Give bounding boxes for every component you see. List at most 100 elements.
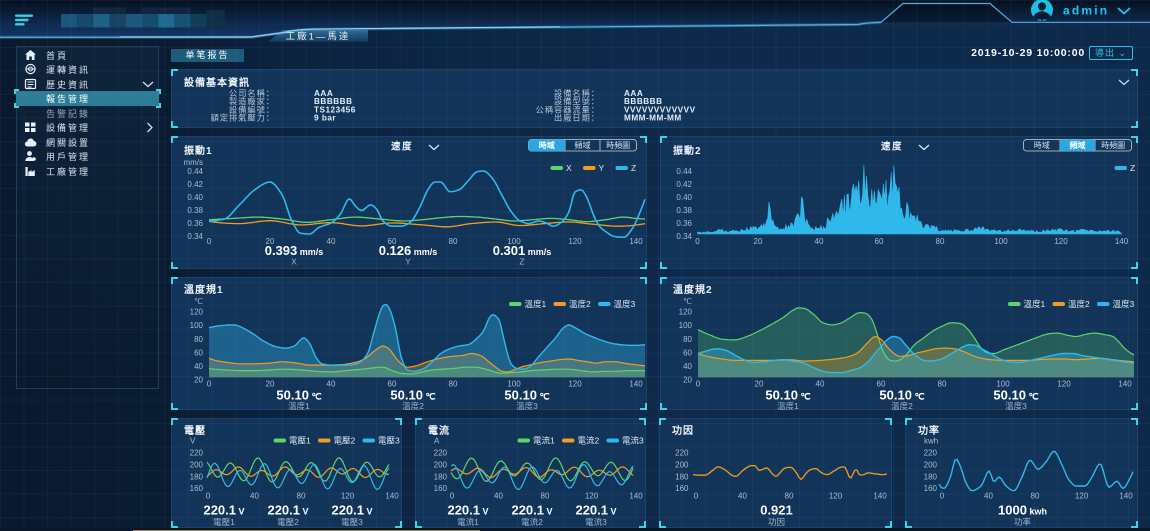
svg-text:0: 0 xyxy=(450,491,455,500)
svg-text:100: 100 xyxy=(507,237,521,246)
svg-text:80: 80 xyxy=(935,237,944,246)
svg-text:0: 0 xyxy=(695,379,700,388)
svg-text:80: 80 xyxy=(449,237,458,246)
svg-text:製造廠家：: 製造廠家： xyxy=(229,96,275,106)
svg-text:0.34: 0.34 xyxy=(676,232,692,241)
svg-text:120: 120 xyxy=(1054,237,1068,246)
svg-text:180: 180 xyxy=(923,472,937,481)
svg-text:0.44: 0.44 xyxy=(187,167,203,176)
svg-text:VVVVVVVVVVVV: VVVVVVVVVVVV xyxy=(624,105,696,114)
svg-text:出廠日期：: 出廠日期： xyxy=(554,113,600,123)
svg-text:140: 140 xyxy=(629,379,643,388)
svg-text:40: 40 xyxy=(984,491,993,500)
svg-text:40: 40 xyxy=(814,237,823,246)
svg-text:140: 140 xyxy=(1119,491,1133,500)
svg-text:100: 100 xyxy=(190,321,204,330)
svg-text:BBBBBB: BBBBBB xyxy=(314,97,352,106)
svg-text:溫度1: 溫度1 xyxy=(777,401,799,411)
svg-text:額定排氣壓力：: 額定排氣壓力： xyxy=(211,113,275,123)
svg-text:X: X xyxy=(566,163,572,173)
svg-text:設備型號：: 設備型號： xyxy=(554,96,600,106)
svg-text:溫度2: 溫度2 xyxy=(891,401,913,411)
svg-text:溫度2: 溫度2 xyxy=(402,401,424,411)
svg-text:80: 80 xyxy=(683,334,692,343)
svg-text:200: 200 xyxy=(434,460,448,469)
svg-text:電流: 電流 xyxy=(428,424,450,437)
svg-text:電流1: 電流1 xyxy=(457,517,479,527)
svg-text:電壓3: 電壓3 xyxy=(341,517,363,527)
svg-text:140: 140 xyxy=(1118,379,1132,388)
svg-text:100: 100 xyxy=(994,237,1008,246)
svg-text:mm/s: mm/s xyxy=(183,158,203,167)
svg-text:溫度3: 溫度3 xyxy=(614,298,636,308)
svg-text:溫度1: 溫度1 xyxy=(288,401,310,411)
svg-text:0: 0 xyxy=(206,491,211,500)
svg-text:60: 60 xyxy=(874,237,883,246)
svg-text:0: 0 xyxy=(207,379,212,388)
svg-text:60: 60 xyxy=(388,379,397,388)
svg-text:溫度1: 溫度1 xyxy=(1023,298,1045,308)
svg-text:120: 120 xyxy=(568,379,582,388)
svg-text:振動1: 振動1 xyxy=(184,144,213,157)
svg-text:80: 80 xyxy=(937,379,946,388)
svg-text:40: 40 xyxy=(738,491,747,500)
svg-text:溫度規2: 溫度規2 xyxy=(673,283,713,296)
svg-text:80: 80 xyxy=(449,379,458,388)
svg-text:admin: admin xyxy=(1063,4,1109,18)
svg-text:140: 140 xyxy=(873,491,887,500)
svg-text:溫度3: 溫度3 xyxy=(516,401,538,411)
svg-text:180: 180 xyxy=(434,472,448,481)
svg-text:功率: 功率 xyxy=(1013,517,1031,527)
svg-text:0.126 mm/s: 0.126 mm/s xyxy=(379,243,438,258)
svg-text:0.42: 0.42 xyxy=(187,180,203,189)
svg-text:頻域: 頻域 xyxy=(575,140,591,150)
svg-text:速度: 速度 xyxy=(391,141,413,153)
svg-text:時域: 時域 xyxy=(1033,140,1049,150)
svg-text:220.1 V: 220.1 V xyxy=(203,502,244,517)
svg-text:電壓1: 電壓1 xyxy=(213,517,235,527)
svg-text:公司名稱：: 公司名稱： xyxy=(229,88,275,98)
svg-text:℃: ℃ xyxy=(194,297,203,306)
svg-text:220: 220 xyxy=(923,448,937,457)
svg-text:℃: ℃ xyxy=(683,297,692,306)
svg-text:220.1 V: 220.1 V xyxy=(511,502,552,517)
svg-text:40: 40 xyxy=(250,491,259,500)
svg-text:0.34: 0.34 xyxy=(187,232,203,241)
svg-text:溫度規1: 溫度規1 xyxy=(184,283,224,296)
svg-text:振動2: 振動2 xyxy=(673,144,702,157)
svg-text:V: V xyxy=(190,436,196,445)
svg-text:50.10 ℃: 50.10 ℃ xyxy=(993,387,1038,402)
svg-text:120: 120 xyxy=(341,491,355,500)
svg-text:200: 200 xyxy=(675,460,689,469)
svg-text:電流2: 電流2 xyxy=(521,517,543,527)
svg-text:0.44: 0.44 xyxy=(676,167,692,176)
svg-text:40: 40 xyxy=(327,237,336,246)
svg-text:溫度1: 溫度1 xyxy=(525,298,547,308)
svg-text:電壓2: 電壓2 xyxy=(277,517,299,527)
svg-text:80: 80 xyxy=(194,334,203,343)
svg-text:0.301 mm/s: 0.301 mm/s xyxy=(493,243,552,258)
svg-text:9 bar: 9 bar xyxy=(314,114,336,123)
svg-text:溫度2: 溫度2 xyxy=(1068,298,1090,308)
svg-text:120: 120 xyxy=(1074,491,1088,500)
svg-text:80: 80 xyxy=(784,491,793,500)
svg-text:溫度3: 溫度3 xyxy=(1005,401,1027,411)
svg-text:20: 20 xyxy=(194,375,203,384)
svg-text:MMM-MM-MM: MMM-MM-MM xyxy=(624,114,682,123)
svg-text:20: 20 xyxy=(753,237,762,246)
svg-text:220: 220 xyxy=(675,448,689,457)
svg-text:120: 120 xyxy=(585,491,599,500)
svg-text:20: 20 xyxy=(266,237,275,246)
svg-text:60: 60 xyxy=(683,348,692,357)
svg-text:100: 100 xyxy=(678,321,692,330)
svg-text:頻域: 頻域 xyxy=(1069,140,1085,150)
svg-text:時頻圖: 時頻圖 xyxy=(606,140,630,150)
svg-text:200: 200 xyxy=(923,460,937,469)
svg-text:TS123456: TS123456 xyxy=(314,105,356,114)
svg-text:電壓1: 電壓1 xyxy=(289,435,311,445)
svg-text:50.10 ℃: 50.10 ℃ xyxy=(765,387,810,402)
svg-text:60: 60 xyxy=(876,379,885,388)
svg-text:160: 160 xyxy=(434,484,448,493)
svg-text:120: 120 xyxy=(678,307,692,316)
svg-text:160: 160 xyxy=(923,484,937,493)
